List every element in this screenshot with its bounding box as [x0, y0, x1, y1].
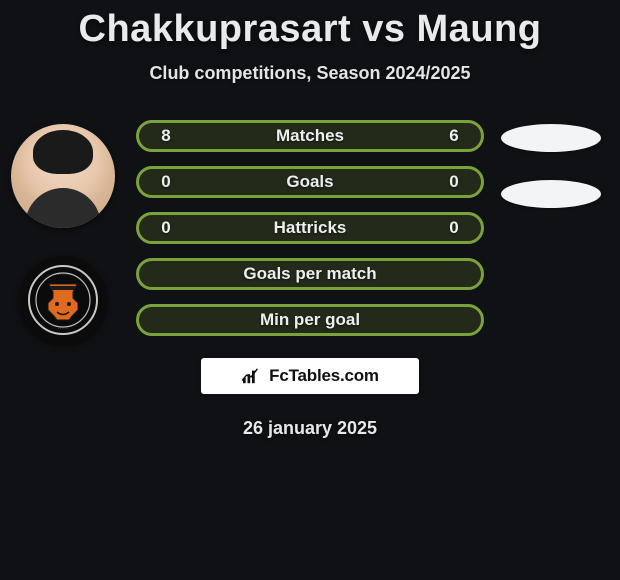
stat-label: Goals per match: [157, 264, 463, 284]
page-title: Chakkuprasart vs Maung: [0, 0, 620, 51]
bar-chart-icon: [241, 367, 263, 385]
brand-text: FcTables.com: [269, 366, 379, 386]
club-badge-icon: · · · · · · · · · ·: [27, 264, 99, 336]
stat-label: Min per goal: [157, 310, 463, 330]
right-player-placeholder-2: [501, 180, 601, 208]
stat-row-hattricks: 0 Hattricks 0: [136, 212, 484, 244]
stat-row-goals-per-match: Goals per match: [136, 258, 484, 290]
left-player-club-badge: · · · · · · · · · ·: [19, 256, 107, 344]
stat-right-value: 6: [445, 126, 463, 146]
stat-right-value: 0: [445, 218, 463, 238]
right-player-column: [496, 124, 606, 208]
svg-text:· · · · ·: · · · · ·: [57, 272, 68, 277]
stat-rows: 8 Matches 6 0 Goals 0 0 Hattricks 0 Goal…: [136, 120, 484, 336]
stat-label: Hattricks: [175, 218, 445, 238]
stat-row-min-per-goal: Min per goal: [136, 304, 484, 336]
svg-text:· · · · ·: · · · · ·: [57, 326, 68, 331]
left-player-column: · · · · · · · · · ·: [8, 124, 118, 344]
stat-left-value: 8: [157, 126, 175, 146]
left-player-avatar: [11, 124, 115, 228]
date-text: 26 january 2025: [0, 418, 620, 439]
stat-right-value: 0: [445, 172, 463, 192]
stat-label: Goals: [175, 172, 445, 192]
page-subtitle: Club competitions, Season 2024/2025: [0, 63, 620, 84]
comparison-content: · · · · · · · · · · 8 Matches 6 0 Goals …: [0, 120, 620, 439]
right-player-placeholder-1: [501, 124, 601, 152]
stat-left-value: 0: [157, 172, 175, 192]
brand-badge: FcTables.com: [201, 358, 419, 394]
stat-row-matches: 8 Matches 6: [136, 120, 484, 152]
stat-row-goals: 0 Goals 0: [136, 166, 484, 198]
stat-left-value: 0: [157, 218, 175, 238]
stat-label: Matches: [175, 126, 445, 146]
